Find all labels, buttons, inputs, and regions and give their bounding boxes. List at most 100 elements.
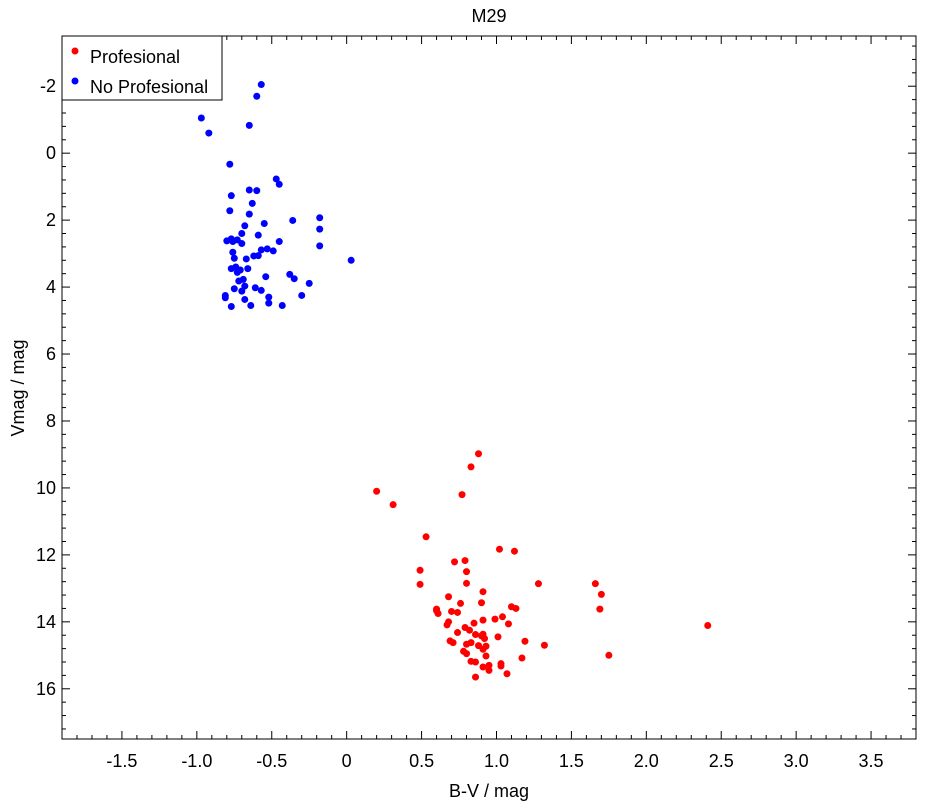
data-point: [316, 214, 324, 222]
data-point: [591, 580, 599, 588]
data-point: [518, 654, 526, 662]
y-tick-label: 4: [46, 277, 56, 297]
data-point: [242, 255, 250, 263]
series-profesional: [373, 450, 712, 681]
data-point: [416, 580, 424, 588]
data-point: [241, 222, 249, 230]
legend-marker-no-profesional: [71, 77, 79, 85]
data-point: [221, 294, 229, 302]
data-point: [478, 599, 486, 607]
data-point: [521, 637, 529, 645]
data-point: [241, 282, 249, 290]
data-point: [262, 273, 270, 281]
y-tick-label: 10: [36, 478, 56, 498]
data-point: [467, 463, 475, 471]
data-point: [278, 301, 286, 309]
data-point: [265, 293, 273, 301]
data-point: [463, 650, 471, 658]
data-point: [466, 626, 474, 634]
data-point: [263, 245, 271, 253]
data-point: [241, 295, 249, 303]
x-tick-label: -0.5: [256, 751, 287, 771]
axis-ticks: [61, 36, 917, 739]
data-point: [472, 673, 480, 681]
data-point: [238, 240, 246, 248]
data-point: [289, 216, 297, 224]
data-point: [540, 641, 548, 649]
data-point: [257, 81, 265, 89]
data-point: [470, 619, 478, 627]
legend-box: [61, 35, 223, 101]
data-point: [254, 231, 262, 239]
data-point: [458, 491, 466, 499]
plot-area: [61, 35, 917, 740]
data-point: [498, 613, 506, 621]
y-tick-label: -2: [40, 76, 56, 96]
legend-marker-profesional: [71, 47, 79, 55]
data-point: [504, 620, 512, 628]
chart-title: M29: [471, 6, 506, 26]
data-point: [257, 246, 265, 254]
data-point: [254, 252, 262, 260]
data-point: [298, 291, 306, 299]
data-point: [491, 615, 499, 623]
x-tick-label: 3.5: [859, 751, 884, 771]
data-point: [449, 639, 457, 647]
data-point: [230, 254, 238, 262]
data-point: [238, 230, 246, 238]
data-point: [704, 622, 712, 630]
data-point: [454, 629, 462, 637]
data-point: [316, 225, 324, 233]
data-point: [434, 609, 442, 617]
data-point: [485, 666, 493, 674]
data-point: [457, 599, 465, 607]
data-point: [463, 579, 471, 587]
legend: Profesional No Profesional: [61, 35, 223, 101]
data-point: [205, 129, 213, 137]
data-point: [245, 186, 253, 194]
data-point: [272, 175, 280, 183]
data-point: [422, 533, 430, 541]
data-point: [245, 121, 253, 129]
data-point: [248, 199, 256, 207]
data-point: [596, 605, 604, 613]
y-tick-label: 12: [36, 545, 56, 565]
data-point: [479, 616, 487, 624]
data-point: [247, 301, 255, 309]
data-point: [389, 501, 397, 509]
data-point: [443, 621, 451, 629]
data-point: [479, 588, 487, 596]
data-point: [373, 487, 381, 495]
legend-label-no-profesional: No Profesional: [90, 77, 208, 97]
data-point: [286, 270, 294, 278]
data-point: [454, 608, 462, 616]
data-point: [238, 287, 246, 295]
data-point: [597, 590, 605, 598]
data-point: [251, 284, 259, 292]
data-point: [481, 635, 489, 643]
data-point: [244, 265, 252, 273]
data-points: [197, 81, 712, 681]
data-point: [475, 450, 483, 458]
data-point: [445, 593, 453, 601]
x-axis-tick-labels: -1.5 -1.0 -0.5 0 0.5 1.0 1.5 2.0 2.5 3.0 3.5: [106, 751, 883, 771]
data-point: [227, 302, 235, 310]
data-point: [485, 661, 493, 669]
data-point: [605, 651, 613, 659]
data-point: [257, 286, 265, 294]
data-point: [245, 210, 253, 218]
x-tick-label: -1.5: [106, 751, 137, 771]
data-point: [290, 275, 298, 283]
x-tick-label: 0.5: [409, 751, 434, 771]
x-tick-label: -1.0: [181, 751, 212, 771]
x-tick-label: 0: [342, 751, 352, 771]
data-point: [260, 219, 268, 227]
x-tick-label: 2.5: [709, 751, 734, 771]
data-point: [461, 557, 469, 565]
y-tick-label: 6: [46, 344, 56, 364]
data-point: [503, 670, 511, 678]
data-point: [482, 652, 490, 660]
data-point: [235, 277, 243, 285]
data-point: [253, 92, 261, 100]
